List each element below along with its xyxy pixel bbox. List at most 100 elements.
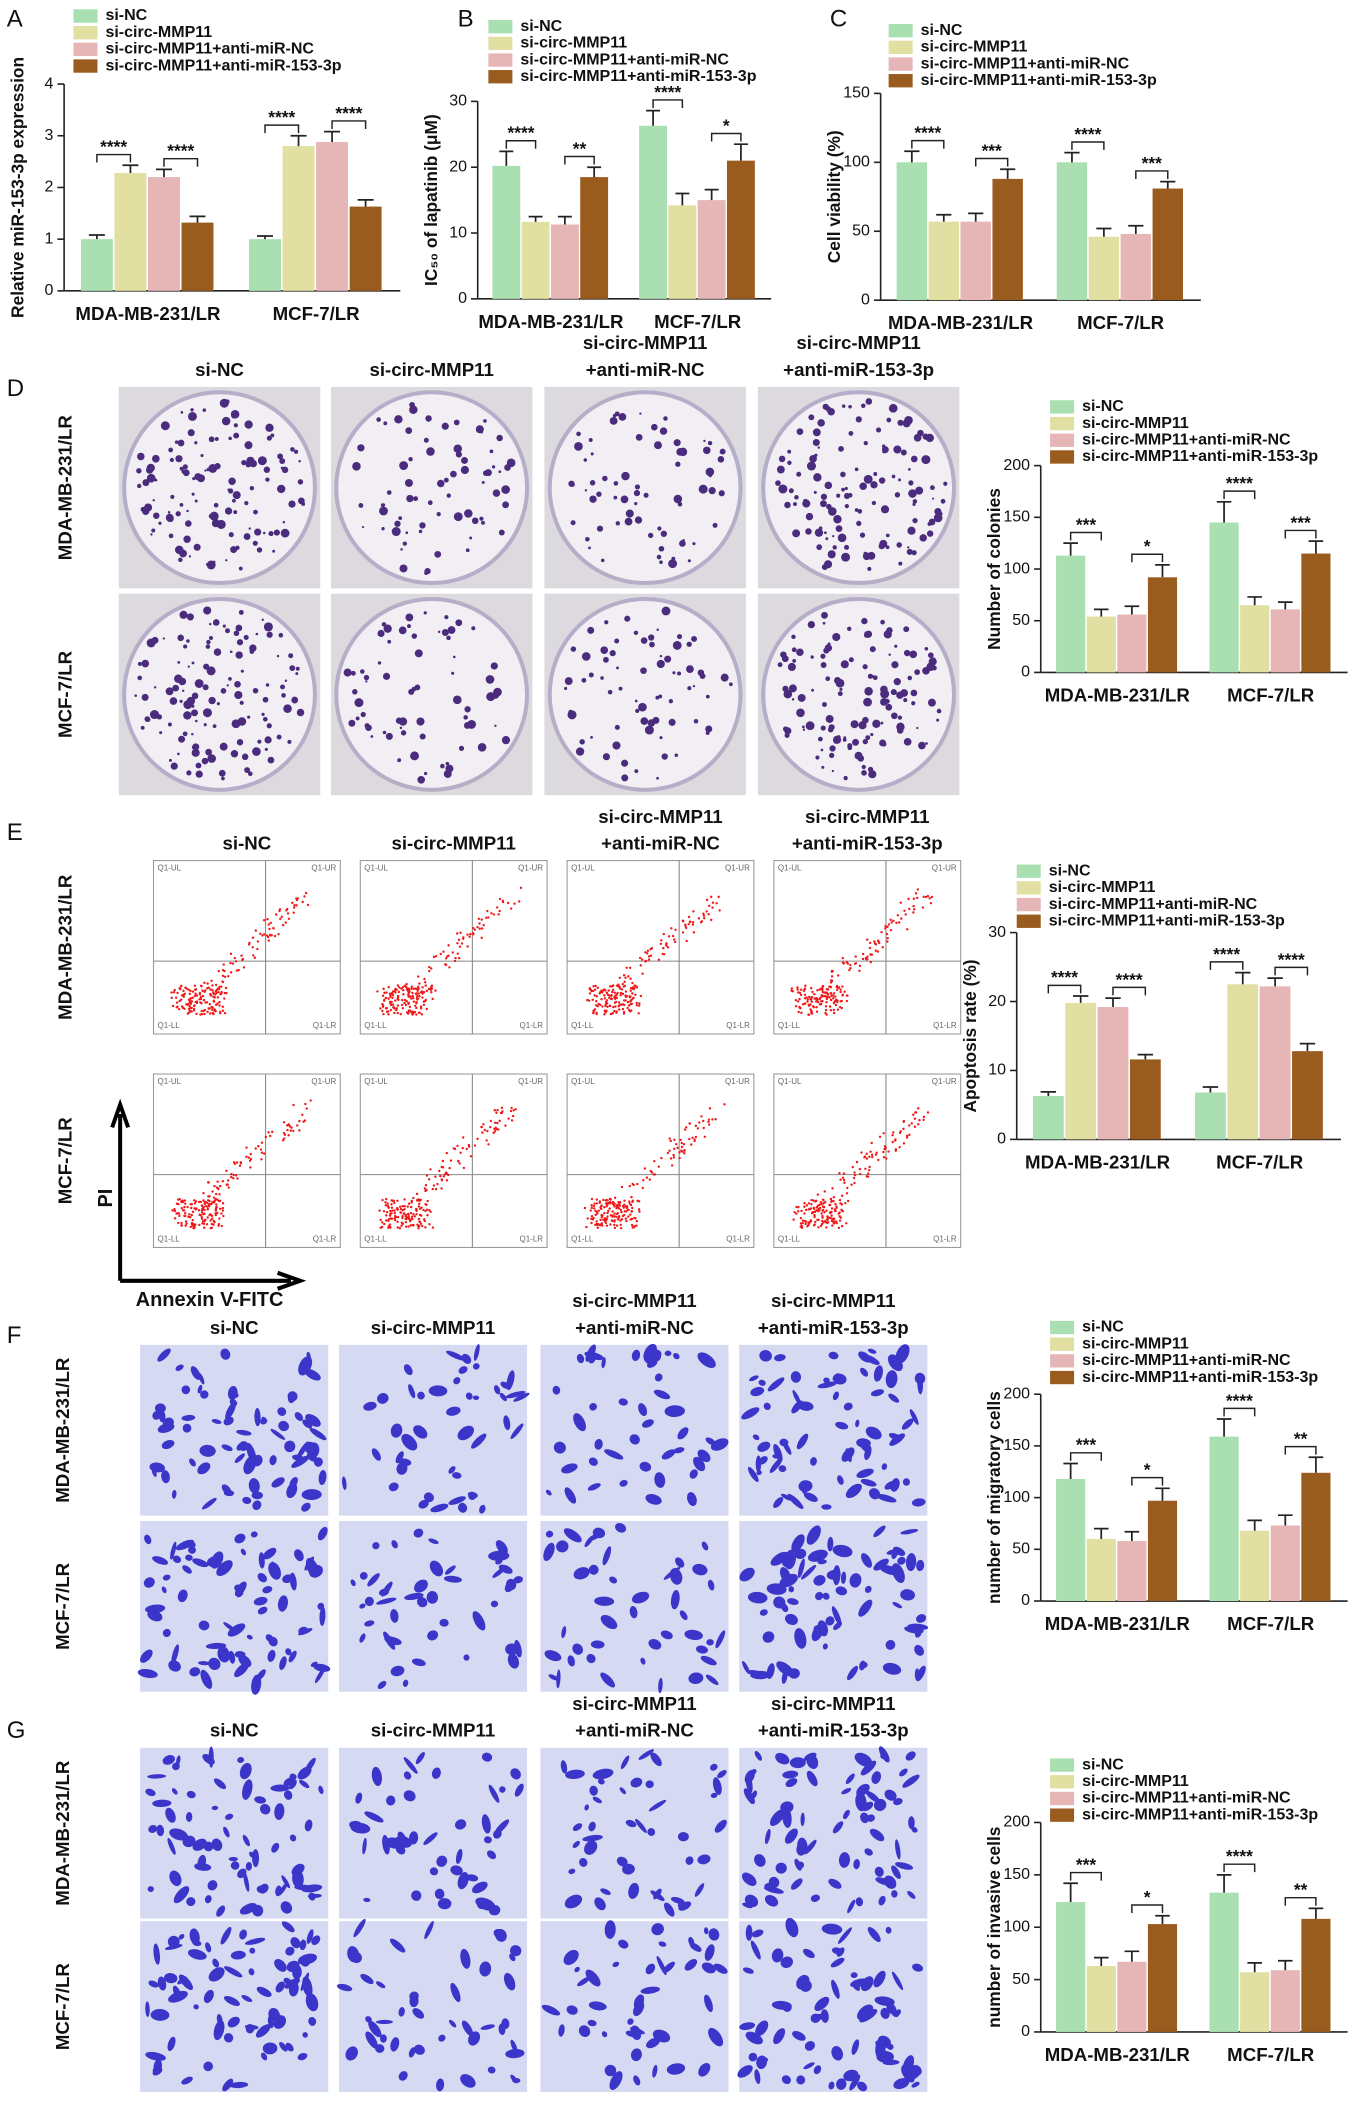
cell: [279, 2042, 288, 2052]
flow-event: [841, 956, 844, 960]
flow-event: [845, 999, 849, 1003]
colony: [570, 520, 576, 526]
cell: [564, 1894, 583, 1909]
colony: [825, 676, 831, 682]
flow-event: [804, 1208, 808, 1212]
flow-event: [259, 932, 262, 936]
flow-event: [441, 1166, 445, 1169]
cell: [237, 1757, 245, 1763]
flow-event: [202, 1226, 206, 1229]
flow-event: [595, 1202, 599, 1205]
colony: [177, 660, 181, 664]
flow-event: [637, 1012, 640, 1015]
flow-event: [625, 1206, 629, 1210]
cell: [806, 1525, 821, 1545]
cell: [145, 1604, 166, 1614]
cell: [145, 2001, 150, 2017]
flow-event: [280, 915, 283, 919]
cell: [278, 1881, 289, 1896]
flow-event: [708, 1107, 712, 1110]
colony: [285, 531, 290, 535]
colony: [283, 704, 292, 713]
colony: [231, 412, 238, 419]
colony: [236, 739, 244, 746]
cell: [153, 1943, 161, 1965]
flow-event: [263, 1152, 266, 1155]
colony: [832, 545, 837, 550]
flow-event: [191, 996, 194, 1000]
flow-event: [607, 1209, 610, 1213]
cell: [590, 1529, 605, 1541]
colony: [862, 738, 868, 745]
error-bar: [189, 215, 206, 223]
flow-event: [611, 1200, 615, 1204]
flow-event: [480, 936, 483, 940]
legend-swatch: [73, 26, 98, 40]
flow-plot: [773, 1073, 962, 1248]
cell: [509, 1953, 516, 1962]
colony: [203, 723, 207, 727]
cell: [438, 2034, 446, 2042]
flow-event: [605, 1224, 609, 1227]
flow-event: [711, 1118, 714, 1121]
error-bar: [155, 168, 172, 178]
cell: [630, 1777, 643, 1788]
flow-event: [200, 1217, 204, 1220]
flow-event: [480, 918, 483, 921]
bar: [1117, 1541, 1147, 1602]
colony: [208, 464, 218, 473]
flow-event: [829, 1211, 832, 1215]
colony: [600, 558, 605, 563]
flow-event: [590, 1217, 593, 1220]
colony: [134, 694, 138, 697]
colony: [668, 559, 678, 569]
colony: [264, 747, 268, 751]
flow-event: [902, 1119, 906, 1123]
flow-event: [393, 1209, 396, 1212]
colony: [201, 757, 209, 765]
flow-event: [385, 1197, 388, 1201]
flow-event: [660, 939, 663, 942]
flow-event: [845, 1192, 849, 1195]
colony: [190, 408, 194, 412]
flow-event: [718, 909, 721, 912]
cell: [648, 1639, 662, 1650]
flow-event: [462, 1136, 465, 1139]
flow-event: [398, 986, 401, 989]
y-tick-label: 0: [1021, 664, 1030, 681]
image-panel: [739, 1344, 928, 1516]
colony: [903, 737, 912, 746]
flow-event: [180, 1005, 184, 1008]
flow-event: [600, 1204, 603, 1207]
flow-event: [688, 920, 692, 923]
colony: [663, 416, 668, 421]
flow-event: [259, 1148, 263, 1151]
flow-event: [214, 983, 218, 987]
colony: [791, 698, 795, 701]
cell: [764, 1828, 771, 1845]
flow-event: [588, 992, 592, 995]
flow-event: [414, 987, 417, 990]
flow-event: [496, 1108, 499, 1112]
flow-event: [182, 1209, 186, 1212]
flow-event: [807, 995, 811, 999]
colony: [206, 639, 211, 645]
flow-event: [678, 1151, 681, 1154]
cell: [269, 1455, 277, 1466]
error-bar: [675, 192, 690, 206]
cell: [241, 1995, 253, 2003]
flow-event: [675, 1142, 678, 1146]
flow-event: [819, 1224, 823, 1228]
colony: [807, 620, 816, 629]
flow-event: [670, 927, 673, 930]
flow-event: [876, 950, 880, 953]
significance-label: ****: [1226, 1846, 1253, 1866]
flow-event: [850, 1183, 853, 1186]
flow-event: [472, 926, 475, 930]
flow-event: [803, 993, 807, 996]
colony: [621, 774, 629, 782]
flow-event: [714, 1118, 717, 1121]
flow-event: [385, 1210, 389, 1214]
cell: [750, 1670, 771, 1680]
flow-event: [707, 1123, 711, 1126]
